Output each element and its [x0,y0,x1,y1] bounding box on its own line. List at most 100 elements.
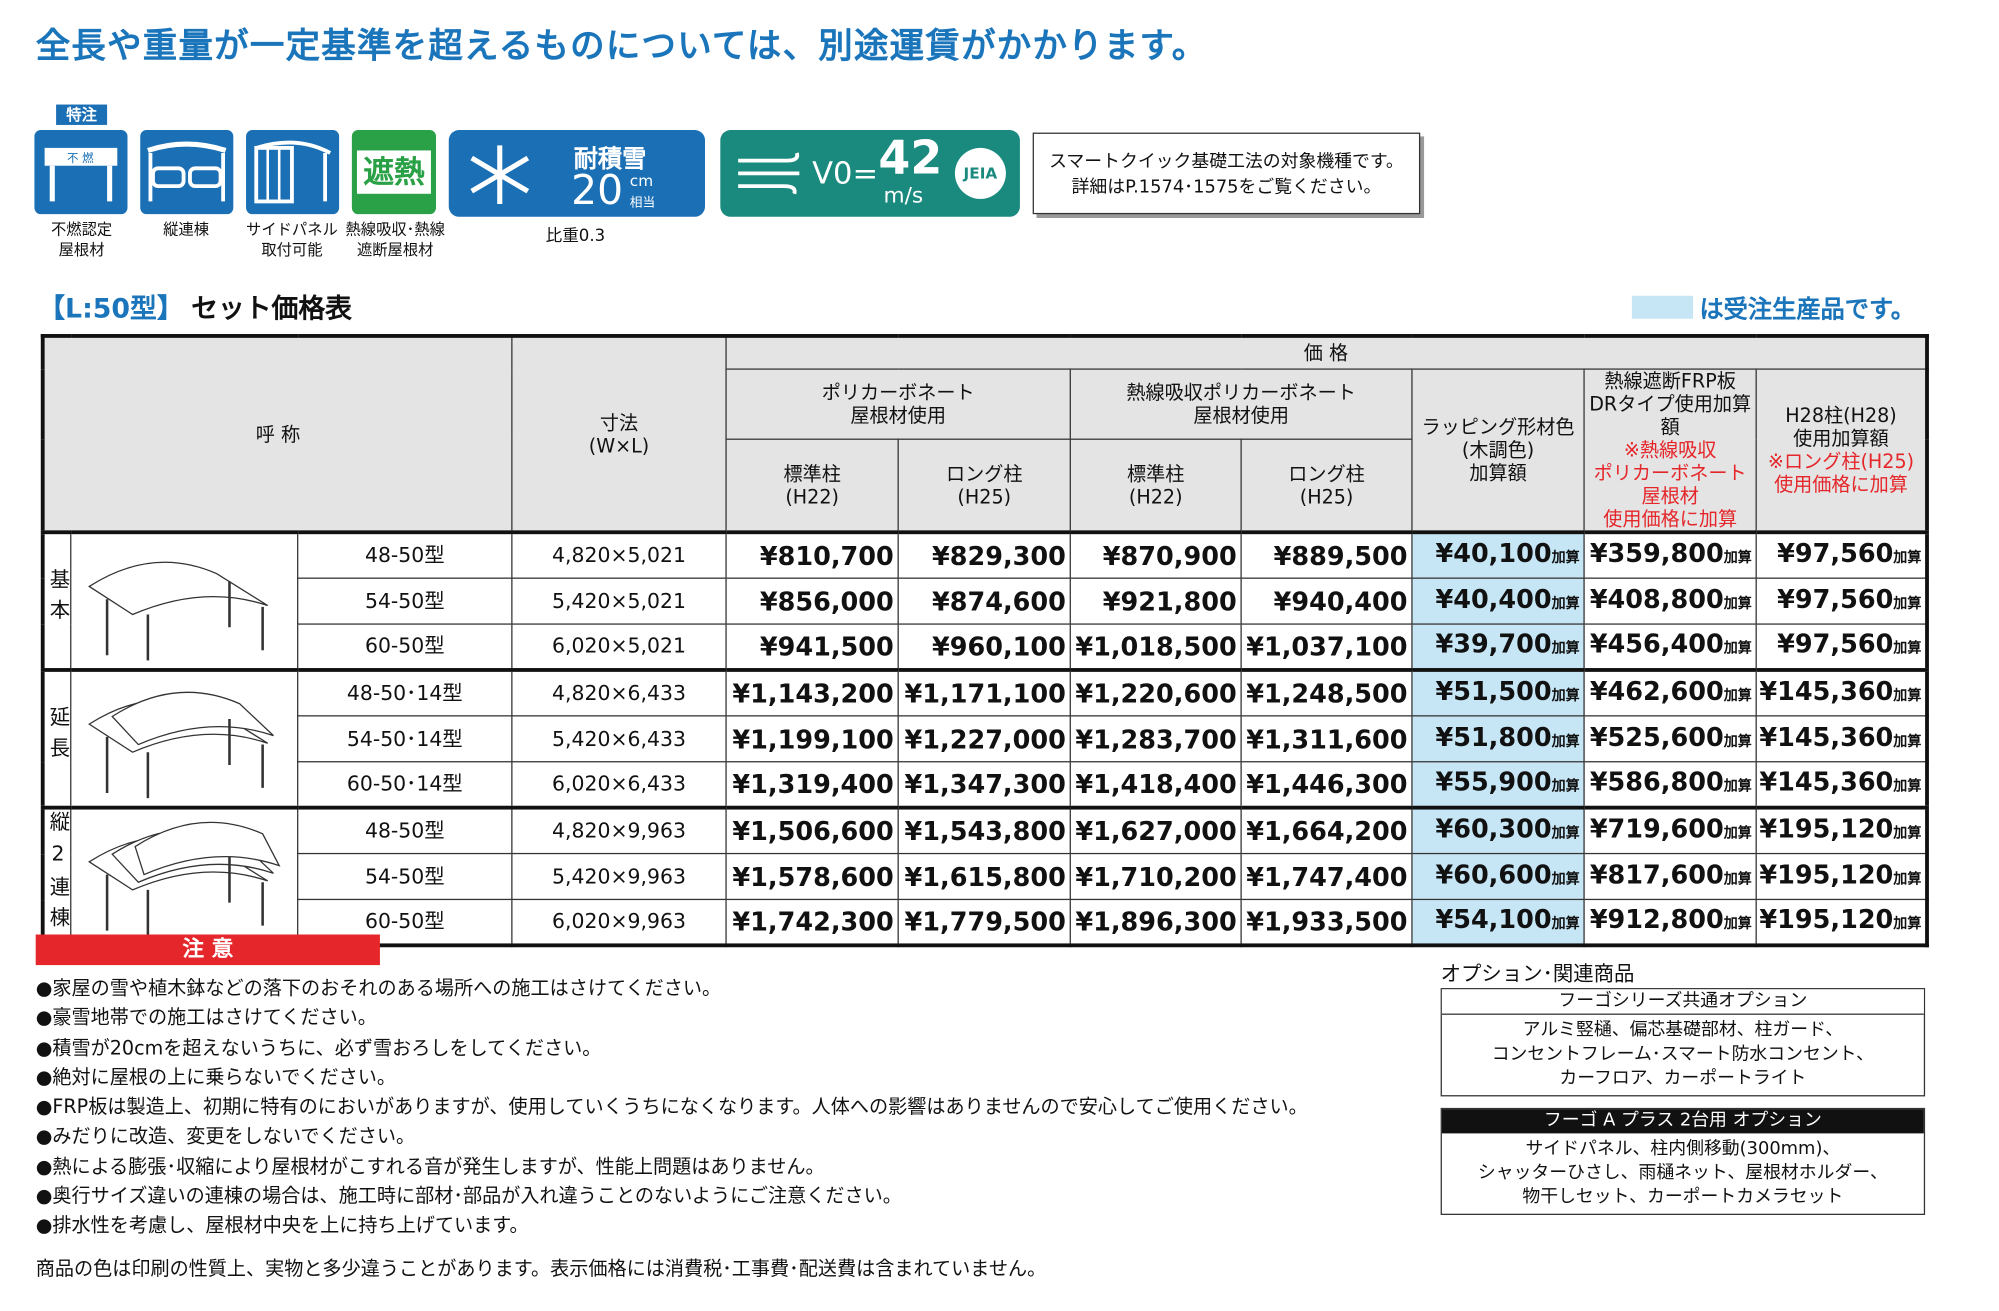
cell-line: カーフロア、カーポートライト [1559,1068,1807,1089]
icon-label: サイドパネル 取付可能 [237,219,347,260]
price-suffix: 加算 [1723,639,1752,657]
wind-unit: m/s [883,183,924,210]
snow-icon [470,145,530,204]
cell-line: ※熱線吸収 [1623,438,1717,462]
cell-line: 物干しセット、カーポートカメラセット [1522,1186,1844,1208]
price: ¥586,800加算 [1583,761,1757,809]
price: ¥1,143,200 [725,668,899,717]
snow-badge: 耐積雪 20 cm 相当 [448,130,706,217]
price: ¥940,400 [1240,577,1413,625]
data-row: 縦2連棟 48-50型 4,820×9,963 ¥1,506,600 ¥1,543,80… [42,805,1928,946]
price: ¥1,171,100 [897,668,1071,717]
price-value: ¥1,227,000 [904,723,1066,755]
legend-text: は受注生産品です。 [1699,295,1916,324]
price: ¥195,120加算 [1755,805,1928,855]
price: ¥1,037,100 [1240,623,1413,671]
price: ¥941,500 [725,623,899,671]
model-size: 4,820×6,433 [511,668,727,717]
price: ¥195,120加算 [1755,852,1928,901]
price: ¥1,742,300 [725,898,899,946]
header-post: 標準柱 (H22) [725,439,899,533]
price: ¥1,933,500 [1240,898,1413,946]
icon-text: 遮熱 [356,150,431,194]
price-value: ¥1,506,600 [732,815,894,847]
price: ¥97,560加算 [1755,577,1928,625]
price-value: ¥1,199,100 [732,723,894,755]
cell-line: (H22) [1128,485,1183,509]
price: ¥1,283,700 [1069,715,1242,763]
cell-line: ●家屋の雪や植木鉢などの落下のおそれのある場所への施工はさけてください。 [35,976,722,1000]
cell-line: 寸法 [599,411,639,435]
price-value: ¥1,143,200 [732,678,894,709]
header-row: 呼 称寸法 (W×L) 価 格 [42,335,1928,533]
price-value: ¥810,700 [759,540,894,572]
price-suffix: 加算 [1723,777,1752,795]
header-post: ロング柱 (H25) [1240,439,1413,533]
header-group: ポリカーボネート 屋根材使用 [725,368,1071,441]
data-row: 延長 48-50･14型 4,820×6,433 ¥1,143,200 ¥1,171,1… [42,668,1928,809]
price: ¥1,347,300 [897,761,1071,809]
price-suffix: 加算 [1551,777,1580,795]
price: ¥525,600加算 [1583,715,1757,763]
header-title: 全長や重量が一定基準を超えるものについては、別途運賃がかかります。 [35,26,1208,67]
price-suffix: 加算 [1723,915,1752,932]
price-value: ¥145,360 [1759,675,1894,707]
data-row: 60-50型 6,020×9,963 ¥1,742,300 ¥1,779,500 ¥1,… [43,898,1928,946]
price-value: ¥51,800 [1435,720,1552,752]
price-suffix: 加算 [1723,824,1752,842]
model-name: 60-50型 [297,898,513,946]
price: ¥55,900加算 [1411,761,1585,809]
cell-line: ポリカーボネート屋根材 [1593,461,1747,508]
price: ¥1,578,600 [725,852,899,901]
notice-line: 詳細はP.1574･1575をご覧ください。 [1071,177,1382,198]
cell-line: ●FRP板は製造上、初期に特有のにおいがありますが、使用していくうちになくなりま… [35,1095,1308,1119]
price-value: ¥960,100 [931,631,1066,662]
group-image [70,805,298,946]
price-suffix: 加算 [1551,870,1580,887]
icon-label-line: 熱線吸収･熱線 [345,220,445,239]
legend-swatch [1631,295,1694,319]
cell-line: 屋根材使用 [1193,404,1289,428]
header-size: 寸法 (W×L) [511,335,727,533]
model-name: 48-50型 [297,530,513,579]
model-name: 54-50型 [297,577,513,625]
model-size: 4,820×5,021 [511,530,727,579]
price-value: ¥856,000 [759,585,894,617]
price-value: ¥195,120 [1759,813,1894,844]
cell-line: 加算額 [1469,461,1527,485]
header-post: 標準柱 (H22) [1069,439,1242,533]
icon-heat: 遮熱 [351,130,437,215]
price-value: ¥1,742,300 [732,906,894,938]
cell-line: ●奥行サイズ違いの連棟の場合は、施工時に部材･部品が入れ違うことのないようにご注… [35,1184,902,1208]
price-value: ¥195,120 [1759,903,1894,935]
cell-line: ●みだりに改造、変更をしないでください。 [35,1125,416,1149]
model-name: 60-50･14型 [297,761,513,809]
icon-graphic: 不 燃 [44,147,118,202]
price-value: ¥97,560 [1777,628,1894,660]
price-suffix: 加算 [1723,687,1752,704]
price: ¥97,560加算 [1755,530,1928,579]
price-value: ¥1,896,300 [1075,906,1237,938]
price-suffix: 加算 [1893,594,1922,612]
price-value: ¥921,800 [1102,585,1237,617]
price-value: ¥1,418,400 [1075,768,1237,800]
price-value: ¥1,578,600 [732,861,894,892]
price: ¥1,779,500 [897,898,1071,946]
icon-nonflammable: 不 燃 [34,130,128,215]
price-suffix: 加算 [1551,915,1580,932]
price-suffix: 加算 [1723,870,1752,887]
section-bracket: 【L:50型】 [38,293,184,324]
header-row: ポリカーボネート 屋根材使用 熱線吸収ポリカーボネート 屋根材使用 ラッピング形材色 (木… [43,368,1928,533]
caution-list: ●家屋の雪や植木鉢などの落下のおそれのある場所への施工はさけてください。 ●豪雪地… [36,974,1308,1241]
price-value: ¥912,800 [1589,903,1724,935]
price: ¥960,100 [897,623,1071,671]
wind-prefix: V0= [812,155,879,192]
price-value: ¥97,560 [1777,583,1894,614]
icon-graphic [254,140,332,204]
group-label-text: 基本 [45,567,71,630]
price-value: ¥1,347,300 [904,768,1066,800]
price: ¥60,600加算 [1411,852,1585,901]
cell-line: (木調色) [1461,438,1535,462]
price-suffix: 加算 [1723,732,1752,750]
